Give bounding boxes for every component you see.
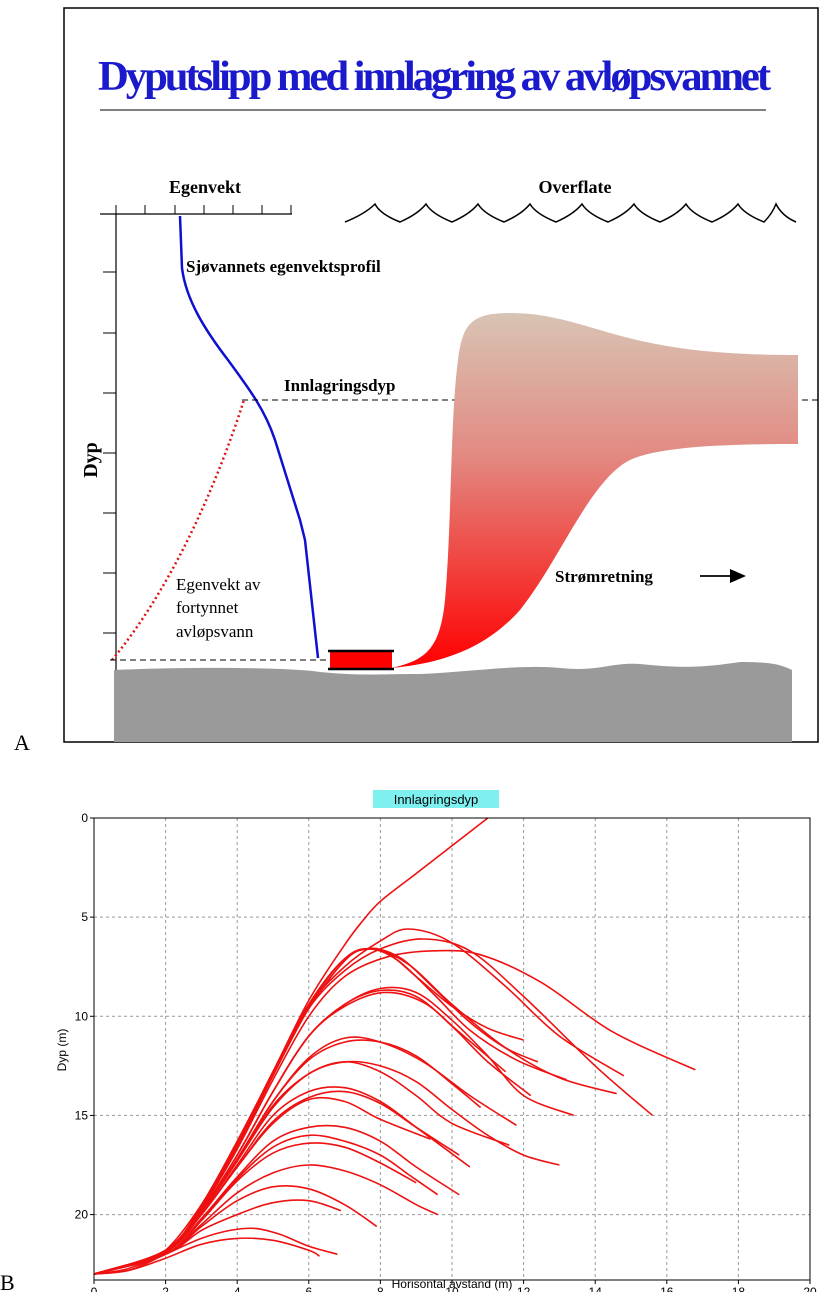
x-tick-label: 6 xyxy=(305,1285,312,1292)
stromretning-label: Strømretning xyxy=(555,567,653,586)
outlet-pipe xyxy=(330,652,392,668)
dyputslipp-diagram: Dyputslipp med innlagring av avløpsvanne… xyxy=(63,7,819,743)
trajectory-line-19 xyxy=(93,1124,460,1275)
trajectory-line-6 xyxy=(93,928,625,1275)
x-tick-label: 20 xyxy=(803,1285,817,1292)
egenvekt-axis xyxy=(100,205,292,215)
overflate-label: Overflate xyxy=(539,177,612,197)
fortynnet-avlopsvann-line xyxy=(111,399,246,661)
x-tick-label: 16 xyxy=(660,1285,674,1292)
seabed xyxy=(114,662,792,742)
x-tick-label: 14 xyxy=(589,1285,603,1292)
chart-title-bg xyxy=(373,790,499,808)
y-tick-label: 10 xyxy=(75,1009,89,1023)
trajectory-line-12 xyxy=(93,1039,482,1275)
diluted-label-1: Egenvekt av xyxy=(176,575,261,594)
sjovann-egenvektsprofil-line xyxy=(178,215,320,659)
trajectory-line-11 xyxy=(93,991,507,1275)
arrow-right-icon xyxy=(700,569,746,583)
trajectory-line-8 xyxy=(93,949,696,1275)
innlagringsdyp-chart: 0 2 4 6 8 10 12 14 16 18 20 0 5 10 15 20 Innlagringsdyp… xyxy=(55,790,817,1292)
trajectory-line-22 xyxy=(93,1164,439,1275)
y-axis-label: Dyp (m) xyxy=(55,1029,69,1072)
trajectory-line-18 xyxy=(93,1096,431,1275)
plot-frame xyxy=(93,817,811,1281)
x-tick-label: 4 xyxy=(234,1285,241,1292)
y-tick-label: 20 xyxy=(75,1208,89,1222)
trajectory-line-15 xyxy=(93,1061,510,1275)
trajectory-line-2 xyxy=(93,947,524,1275)
panel-letter-b: B xyxy=(0,1270,15,1295)
diluted-label-3: avløpsvann xyxy=(176,622,254,641)
trajectory-line-14 xyxy=(93,1060,560,1275)
y-tick-label: 0 xyxy=(81,811,88,825)
y-tick-label: 15 xyxy=(75,1108,89,1122)
panel-letter-a: A xyxy=(14,730,30,755)
x-tick-label: 12 xyxy=(517,1285,531,1292)
x-tick-label: 0 xyxy=(91,1285,98,1292)
chart-title: Innlagringsdyp xyxy=(394,792,479,807)
trajectory-line-25 xyxy=(93,1227,338,1275)
x-tick-label: 2 xyxy=(162,1285,169,1292)
depth-axis xyxy=(103,214,117,700)
trajectory-line-26 xyxy=(93,1237,320,1275)
chart-lines xyxy=(93,817,696,1275)
panel-a-title: Dyputslipp med innlagring av avløpsvanne… xyxy=(98,54,771,100)
egenvekt-label: Egenvekt xyxy=(169,177,241,197)
trajectory-line-13 xyxy=(93,1036,517,1275)
trajectory-line-7 xyxy=(93,938,654,1275)
y-tick-label: 5 xyxy=(81,910,88,924)
diluted-label-2: fortynnet xyxy=(176,598,239,617)
x-tick-label: 18 xyxy=(732,1285,746,1292)
innlagringsdyp-label: Innlagringsdyp xyxy=(284,376,396,395)
chart-ticks: 0 2 4 6 8 10 12 14 16 18 20 0 5 10 15 20 xyxy=(75,811,817,1292)
x-tick-label: 10 xyxy=(445,1285,459,1292)
dyp-label: Dyp xyxy=(80,442,102,478)
x-axis-label: Horisontal avstand (m) xyxy=(392,1277,513,1291)
plume xyxy=(392,312,798,668)
x-tick-label: 8 xyxy=(377,1285,384,1292)
profile-label: Sjøvannets egenvektsprofil xyxy=(186,257,381,276)
surface-waves xyxy=(344,202,797,223)
